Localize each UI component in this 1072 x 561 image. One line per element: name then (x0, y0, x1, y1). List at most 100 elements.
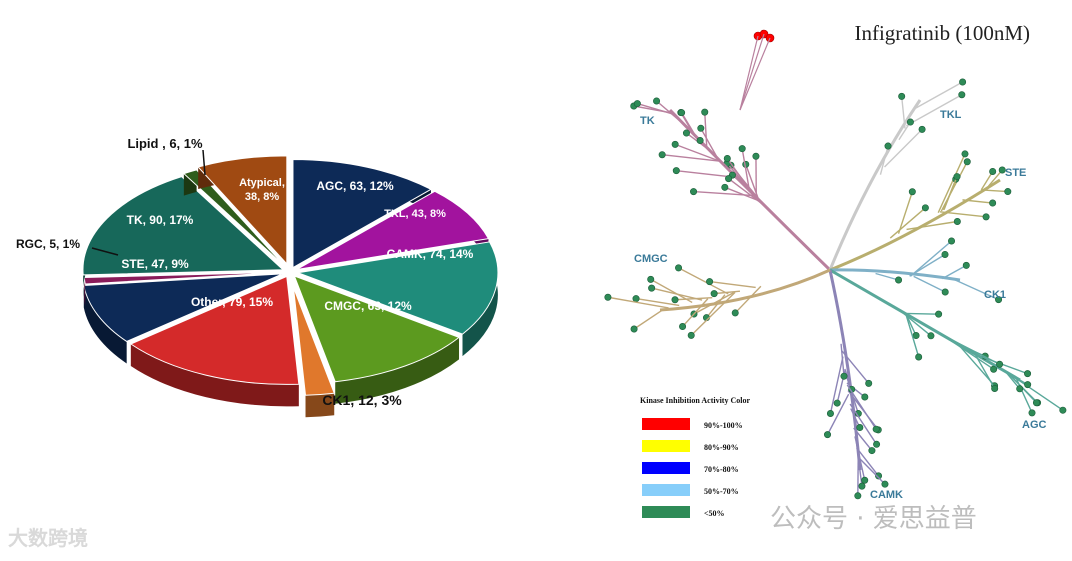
kinase-node (648, 276, 654, 282)
kinase-node (873, 426, 879, 432)
kinase-node (675, 265, 681, 271)
kinase-node (928, 333, 934, 339)
legend-label: 90%-100% (704, 421, 743, 430)
kinase-node (653, 98, 659, 104)
tree-branch (637, 104, 674, 115)
tree-branch (981, 190, 1008, 192)
kinase-node (1024, 381, 1030, 387)
tree-branch (700, 141, 728, 169)
kinase-node (1017, 386, 1023, 392)
kinase-node (909, 189, 915, 195)
tree-branch (710, 282, 756, 288)
kinase-node (648, 285, 654, 291)
kinase-node (866, 380, 872, 386)
kinase-node (954, 218, 960, 224)
kinase-node (907, 119, 913, 125)
tree-branch (916, 82, 963, 108)
tree-branch (679, 268, 729, 294)
kinase-node (679, 323, 685, 329)
kinase-node (915, 354, 921, 360)
pie-label-cmgc: CMGC, 63, 12% (324, 299, 412, 313)
tree-title: Infigratinib (100nM) (854, 21, 1030, 45)
kinase-node (862, 477, 868, 483)
kinase-node (898, 93, 904, 99)
kinase-node (962, 151, 968, 157)
group-label-cmgc: CMGC (634, 253, 668, 265)
kinase-node (922, 205, 928, 211)
kinase-node (959, 92, 965, 98)
pie-label-rgc: RGC, 5, 1% (16, 237, 80, 251)
kinase-node (698, 125, 704, 131)
watermark-left: 大数跨境 (8, 522, 88, 551)
pie-label-other: Other, 79, 15% (191, 295, 273, 309)
tree-branch (942, 265, 966, 278)
kinase-node (697, 137, 703, 143)
legend-label: 50%-70% (704, 487, 739, 496)
kinase-node (688, 332, 694, 338)
kinase-node (732, 310, 738, 316)
group-label-tk: TK (640, 115, 655, 127)
kinase-node (963, 262, 969, 268)
tree-branch (914, 276, 946, 292)
legend-label: <50% (704, 509, 725, 518)
tree-branch (943, 335, 994, 369)
kinase-node (706, 278, 712, 284)
kinase-node (722, 184, 728, 190)
group-label-tkl: TKL (940, 109, 962, 121)
legend-swatch (642, 462, 690, 474)
tree-branch (905, 313, 939, 314)
kinase-node (739, 145, 745, 151)
kinase-node (942, 251, 948, 257)
kinase-node (1060, 407, 1066, 413)
pie-chart-panel: AGC, 63, 12%TKL, 43, 8%CAMK, 74, 14%CMGC… (0, 0, 560, 556)
tree-branch (907, 222, 958, 230)
kinase-node (1033, 400, 1039, 406)
kinase-node (631, 326, 637, 332)
legend-label: 80%-90% (704, 443, 739, 452)
legend-title: Kinase Inhibition Activity Color (640, 396, 750, 405)
kinase-node (859, 483, 865, 489)
kinase-node (683, 130, 689, 136)
kinase-node (673, 167, 679, 173)
tree-branch (876, 274, 899, 280)
tree-branch (940, 212, 986, 217)
group-label-ck1: CK1 (984, 289, 1006, 301)
kinase-node (724, 155, 730, 161)
kinase-node (895, 277, 901, 283)
kinase-node (605, 294, 611, 300)
kinase-node (991, 385, 997, 391)
kinase-node (659, 152, 665, 158)
legend-swatch (642, 440, 690, 452)
pie-chart: AGC, 63, 12%TKL, 43, 8%CAMK, 74, 14%CMGC… (0, 0, 560, 556)
tree-branch (705, 112, 707, 147)
kinase-node (935, 311, 941, 317)
kinase-node (1029, 410, 1035, 416)
tree-branch (943, 177, 957, 210)
kinase-node (824, 431, 830, 437)
kinase-node (996, 361, 1002, 367)
kinase-node (841, 373, 847, 379)
kinase-node (678, 109, 684, 115)
group-label-agc: AGC (1022, 419, 1047, 431)
kinase-node (983, 214, 989, 220)
kinase-node (690, 188, 696, 194)
kinase-node (857, 424, 863, 430)
kinase-node (873, 441, 879, 447)
pie-label-tk: TK, 90, 17% (127, 213, 194, 227)
tree-branch (942, 335, 1000, 364)
kinase-node (702, 109, 708, 115)
kinase-node (672, 141, 678, 147)
watermark-right: 公众号 · 爱思益普 (770, 498, 977, 535)
pie-label-ck1: CK1, 12, 3% (322, 392, 402, 408)
kinase-node (919, 126, 925, 132)
kinase-node (959, 79, 965, 85)
kinase-node (989, 168, 995, 174)
kinase-node (1005, 188, 1011, 194)
kinase-node (954, 173, 960, 179)
legend-label: 70%-80% (704, 465, 739, 474)
kinase-node (964, 159, 970, 165)
kinase-node (1024, 370, 1030, 376)
tree-branch (911, 241, 952, 276)
